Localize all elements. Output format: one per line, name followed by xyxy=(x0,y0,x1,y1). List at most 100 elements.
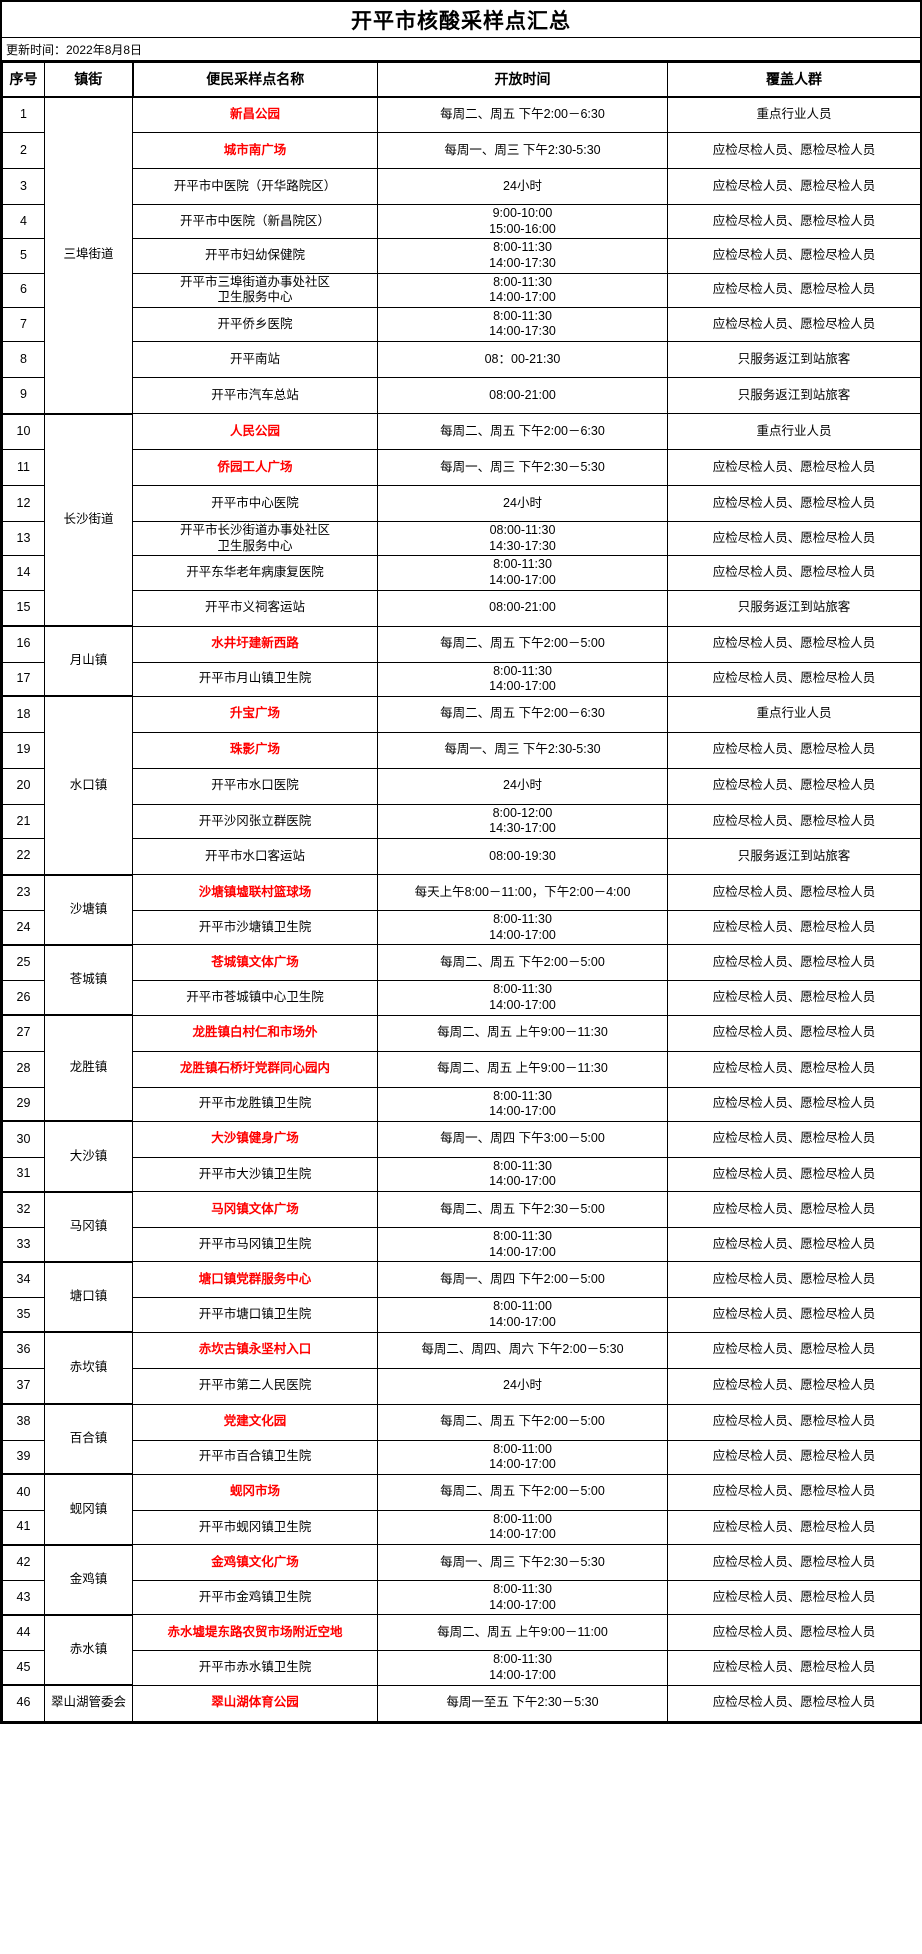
column-header-index: 序号 xyxy=(2,62,45,98)
cell-open-time: 24小时 xyxy=(377,1367,668,1405)
open-time-line: 8:00-11:30 xyxy=(493,274,552,289)
cell-site-name: 水井圩建新西路 xyxy=(132,625,378,663)
cell-town: 马冈镇 xyxy=(44,1190,133,1263)
open-time-line: 8:00-11:00 xyxy=(493,1441,552,1456)
open-time-line: 14:00-17:00 xyxy=(489,572,556,587)
cell-open-time: 8:00-12:00 14:30-17:00 xyxy=(377,803,668,840)
table-row: 12 开平市中心医院 24小时 应检尽检人员、愿检尽检人员 xyxy=(2,485,921,522)
table-row: 37 开平市第二人民医院 24小时 应检尽检人员、愿检尽检人员 xyxy=(2,1367,921,1405)
open-time-line: 每周一、周四 下午2:00－5:00 xyxy=(440,1271,605,1286)
open-time-line: 14:00-17:00 xyxy=(489,1457,556,1472)
cell-site-name: 开平沙冈张立群医院 xyxy=(132,803,378,840)
cell-open-time: 8:00-11:30 14:00-17:00 xyxy=(377,1579,668,1616)
cell-index: 38 xyxy=(2,1403,45,1441)
cell-index: 25 xyxy=(2,943,45,982)
table-body: 1 三埠街道 新昌公园 每周二、周五 下午2:00－6:30 重点行业人员 2 城市南广场每… xyxy=(2,95,921,1722)
cell-index: 33 xyxy=(2,1226,45,1263)
cell-index: 21 xyxy=(2,803,45,840)
cell-covered-group: 应检尽检人员、愿检尽检人员 xyxy=(667,1614,921,1652)
open-time-line: 8:00-11:30 xyxy=(493,308,552,323)
cell-site-name: 开平市金鸡镇卫生院 xyxy=(132,1579,378,1616)
cell-index: 13 xyxy=(2,520,45,557)
cell-covered-group: 重点行业人员 xyxy=(667,96,921,133)
cell-index: 32 xyxy=(2,1190,45,1228)
cell-covered-group: 应检尽检人员、愿检尽检人员 xyxy=(667,168,921,205)
table-row: 38 百合镇 党建文化园 每周二、周五 下午2:00－5:00 应检尽检人员、愿检尽检人… xyxy=(2,1402,921,1475)
cell-open-time: 每周二、周五 下午2:00－6:30 xyxy=(377,413,668,450)
table-row: 39 开平市百合镇卫生院 8:00-11:00 14:00-17:00 应检尽检人员、愿… xyxy=(2,1439,921,1475)
open-time-line: 14:00-17:00 xyxy=(489,1667,556,1682)
open-time-line: 每天上午8:00－11:00，下午2:00－4:00 xyxy=(414,884,631,899)
cell-site-name: 翠山湖体育公园 xyxy=(132,1684,378,1722)
cell-site-name: 蚬冈市场 xyxy=(132,1473,378,1511)
cell-covered-group: 应检尽检人员、愿检尽检人员 xyxy=(667,520,921,557)
cell-open-time: 每周二、周五 下午2:00－5:00 xyxy=(377,625,668,663)
cell-index: 23 xyxy=(2,873,45,911)
cell-open-time: 08:00-21:00 xyxy=(377,589,668,627)
table-row: 16 月山镇 水井圩建新西路 每周二、周五 下午2:00－5:00 应检尽检人员、愿检尽… xyxy=(2,624,921,697)
open-time-line: 每周一、周三 下午2:30-5:30 xyxy=(444,142,601,157)
open-time-line: 每周一、周三 下午2:30－5:30 xyxy=(440,459,605,474)
cell-site-name: 开平市中医院（新昌院区） xyxy=(132,203,378,240)
cell-index: 28 xyxy=(2,1050,45,1088)
open-time-line: 24小时 xyxy=(503,778,542,793)
cell-covered-group: 应检尽检人员、愿检尽检人员 xyxy=(667,238,921,274)
cell-open-time: 8:00-11:30 14:00-17:00 xyxy=(377,1156,668,1193)
table-row: 32 马冈镇 马冈镇文体广场 每周二、周五 下午2:30－5:00 应检尽检人员、愿检尽… xyxy=(2,1190,921,1263)
cell-covered-group: 应检尽检人员、愿检尽检人员 xyxy=(667,767,921,805)
cell-town: 百合镇 xyxy=(44,1402,133,1475)
cell-covered-group: 应检尽检人员、愿检尽检人员 xyxy=(667,1120,921,1158)
open-time-line: 14:00-17:00 xyxy=(489,1174,556,1189)
cell-town: 龙胜镇 xyxy=(44,1013,133,1122)
table-row: 41 开平市蚬冈镇卫生院 8:00-11:00 14:00-17:00 应检尽检人员、愿… xyxy=(2,1509,921,1546)
open-time-line: 14:30-17:00 xyxy=(489,821,556,836)
open-time-line: 每周二、周五 上午9:00－11:30 xyxy=(437,1061,608,1076)
cell-site-name: 城市南广场 xyxy=(132,132,378,169)
open-time-line: 08:00-19:30 xyxy=(489,848,556,863)
table-row: 43 开平市金鸡镇卫生院 8:00-11:30 14:00-17:00 应检尽检人员、愿… xyxy=(2,1579,921,1616)
table-row: 23 沙塘镇 沙塘镇墟联村篮球场 每天上午8:00－11:00，下午2:00－4:00… xyxy=(2,873,921,946)
cell-site-name: 开平市百合镇卫生院 xyxy=(132,1439,378,1475)
cell-site-name: 开平市苍城镇中心卫生院 xyxy=(132,980,378,1016)
cell-site-name: 开平市沙塘镇卫生院 xyxy=(132,909,378,946)
cell-index: 30 xyxy=(2,1120,45,1158)
cell-open-time: 每周一、周三 下午2:30-5:30 xyxy=(377,731,668,769)
cell-covered-group: 应检尽检人员、愿检尽检人员 xyxy=(667,1297,921,1333)
cell-index: 14 xyxy=(2,555,45,591)
open-time-line: 14:00-17:00 xyxy=(489,1527,556,1542)
cell-covered-group: 应检尽检人员、愿检尽检人员 xyxy=(667,485,921,522)
cell-index: 37 xyxy=(2,1367,45,1405)
open-time-line: 9:00-10:00 xyxy=(492,206,553,220)
cell-covered-group: 应检尽检人员、愿检尽检人员 xyxy=(667,1086,921,1122)
cell-index: 34 xyxy=(2,1260,45,1299)
cell-index: 40 xyxy=(2,1473,45,1511)
cell-open-time: 8:00-11:30 14:00-17:00 xyxy=(377,661,668,697)
cell-site-name: 马冈镇文体广场 xyxy=(132,1191,378,1228)
open-time-line: 14:00-17:00 xyxy=(489,997,556,1012)
cell-covered-group: 应检尽检人员、愿检尽检人员 xyxy=(667,1156,921,1193)
cell-covered-group: 只服务返江到站旅客 xyxy=(667,838,921,875)
cell-covered-group: 只服务返江到站旅客 xyxy=(667,589,921,627)
cell-open-time: 8:00-11:00 14:00-17:00 xyxy=(377,1297,668,1333)
cell-covered-group: 应检尽检人员、愿检尽检人员 xyxy=(667,555,921,591)
cell-site-name: 开平东华老年病康复医院 xyxy=(132,555,378,591)
cell-site-name: 龙胜镇白村仁和市场外 xyxy=(132,1014,378,1052)
cell-open-time: 每周二、周五 上午9:00－11:30 xyxy=(377,1014,668,1052)
open-time-line: 8:00-11:30 xyxy=(493,557,552,572)
cell-covered-group: 应检尽检人员、愿检尽检人员 xyxy=(667,1579,921,1616)
cell-index: 4 xyxy=(2,203,45,240)
cell-open-time: 8:00-11:30 14:00-17:30 xyxy=(377,306,668,343)
cell-covered-group: 应检尽检人员、愿检尽检人员 xyxy=(667,272,921,308)
table-row: 9 开平市汽车总站 08:00-21:00 只服务返江到站旅客 xyxy=(2,377,921,414)
table-row: 31 开平市大沙镇卫生院 8:00-11:30 14:00-17:00 应检尽检人员、愿… xyxy=(2,1156,921,1193)
cell-covered-group: 应检尽检人员、愿检尽检人员 xyxy=(667,1650,921,1686)
cell-open-time: 每周二、周五 下午2:00－6:30 xyxy=(377,96,668,133)
column-header-group: 覆盖人群 xyxy=(667,62,921,98)
table-row: 5 开平市妇幼保健院 8:00-11:30 14:00-17:30 应检尽检人员、愿检尽… xyxy=(2,238,921,274)
cell-index: 46 xyxy=(2,1684,45,1722)
table-row: 40 蚬冈镇 蚬冈市场 每周二、周五 下午2:00－5:00 应检尽检人员、愿检尽检人员 xyxy=(2,1473,921,1546)
table-row: 34 塘口镇 塘口镇党群服务中心 每周一、周四 下午2:00－5:00 应检尽检人员、愿… xyxy=(2,1260,921,1333)
cell-open-time: 24小时 xyxy=(377,485,668,522)
sampling-points-document: 开平市核酸采样点汇总 更新时间：2022年8月8日 序号 镇街 便民采样点名称 … xyxy=(0,0,922,1724)
open-time-line: 8:00-11:30 xyxy=(493,1229,552,1243)
